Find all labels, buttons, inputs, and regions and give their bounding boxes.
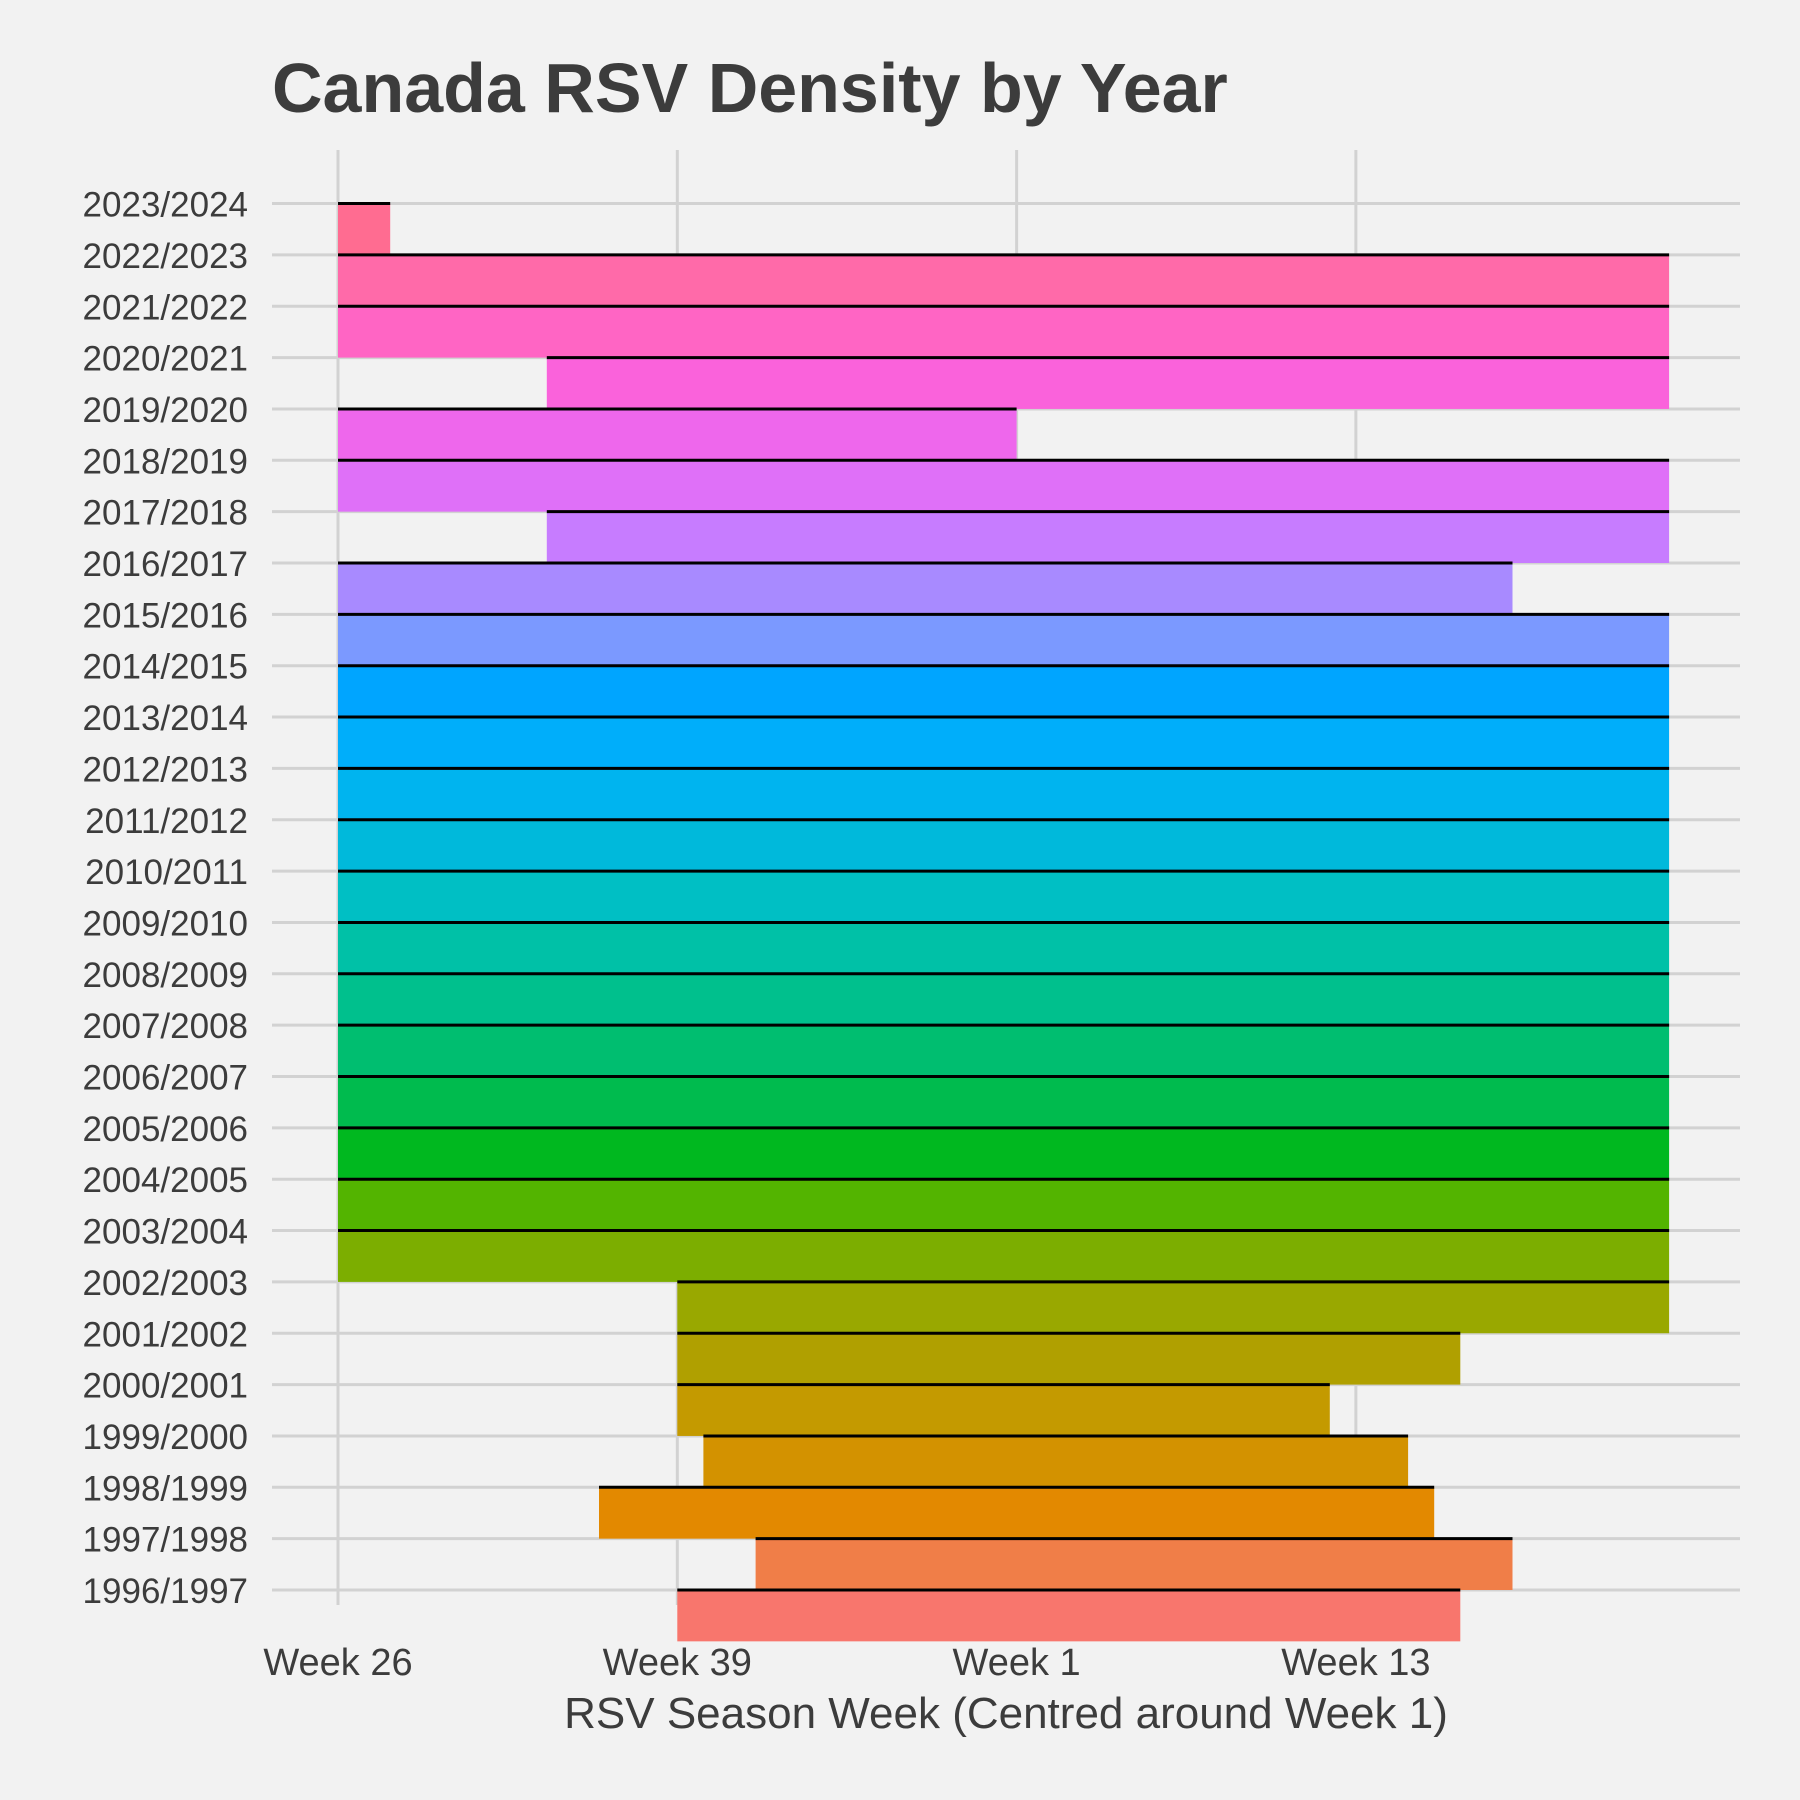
ridge-fill-14 [338,871,1670,923]
y-tick-label-13: 2009/2010 [83,904,248,943]
y-tick-label-1: 1997/1998 [83,1521,248,1560]
y-tick-label-11: 2007/2008 [83,1007,248,1046]
ridge-fill-5 [677,1333,1461,1385]
ridge-fill-18 [338,665,1670,718]
ridge-fill-12 [338,973,1670,1026]
x-tick-label-1: Week 39 [603,1642,752,1684]
ridge-2019-2020 [338,407,1017,461]
ridge-2018-2019 [338,458,1670,512]
ridge-2005-2006 [338,1126,1670,1180]
ridge-fill-21 [546,511,1670,563]
ridge-2021-2022 [338,304,1670,358]
y-tick-label-17: 2013/2014 [83,699,248,738]
ridge-2000-2001 [677,1383,1330,1436]
ridge-fill-15 [338,819,1670,872]
y-tick-label-0: 1996/1997 [83,1572,248,1611]
ridge-fill-20 [338,563,1513,615]
y-tick-label-23: 2019/2020 [83,391,248,430]
ridge-fill-10 [338,1076,1670,1128]
ridge-2007-2008 [338,1023,1670,1077]
ridge-2020-2021 [546,356,1670,409]
ridge-fill-0 [677,1590,1461,1642]
ridge-2006-2007 [338,1075,1670,1128]
ridge-2013-2014 [338,715,1670,769]
y-tick-label-6: 2002/2003 [83,1264,248,1303]
ridge-fill-24 [546,357,1670,409]
ridge-fill-17 [338,717,1670,769]
ridge-2012-2013 [338,766,1670,820]
y-tick-label-12: 2008/2009 [83,956,248,995]
y-tick-label-20: 2016/2017 [83,545,248,584]
ridge-2014-2015 [338,664,1670,718]
y-tick-label-10: 2006/2007 [83,1059,248,1098]
ridge-fill-7 [338,1230,1670,1282]
ridge-2010-2011 [338,869,1670,923]
y-tick-labels: 1996/1997 1997/1998 1998/1999 1999/2000 2000… [83,186,248,1611]
ridge-2011-2012 [338,818,1670,872]
y-tick-label-19: 2015/2016 [83,596,248,635]
ridge-fill-3 [703,1435,1409,1488]
ridge-2001-2002 [677,1331,1461,1385]
y-tick-label-3: 1999/2000 [83,1418,248,1457]
y-tick-label-18: 2014/2015 [83,648,248,687]
ridge-fill-25 [338,306,1670,358]
ridge-1998-1999 [599,1485,1435,1539]
ridge-fill-11 [338,1025,1670,1077]
ridge-fill-22 [338,460,1670,512]
ridge-fill-4 [677,1384,1330,1436]
ridge-2023-2024 [338,202,391,255]
y-tick-label-7: 2003/2004 [83,1213,248,1252]
ridge-fill-9 [338,1127,1670,1180]
y-tick-label-2: 1998/1999 [83,1469,248,1508]
y-tick-label-16: 2012/2013 [83,750,248,789]
ridge-1997-1998 [755,1537,1513,1590]
ridge-2002-2003 [677,1280,1670,1334]
ridge-2016-2017 [338,561,1513,615]
ridge-2015-2016 [338,612,1670,666]
x-tick-labels: Week 26 Week 39 Week 1 Week 13 [263,1642,1430,1684]
ridge-2004-2005 [338,1177,1670,1231]
ridge-fill-1 [755,1538,1513,1590]
ridge-2022-2023 [338,253,1670,307]
ridge-2017-2018 [546,510,1670,563]
chart-title: Canada RSV Density by Year [272,49,1228,127]
y-tick-label-4: 2000/2001 [83,1367,248,1406]
x-tick-label-2: Week 1 [953,1642,1081,1684]
ridge-fill-2 [599,1487,1435,1539]
y-tick-label-15: 2011/2012 [85,802,248,841]
y-tick-label-25: 2021/2022 [83,288,248,327]
x-axis-label: RSV Season Week (Centred around Week 1) [564,1689,1448,1738]
ridge-fill-27 [338,203,391,255]
ridge-fill-13 [338,922,1670,974]
ridge-fill-6 [677,1281,1670,1334]
y-tick-label-14: 2010/2011 [85,853,248,892]
y-tick-label-21: 2017/2018 [83,494,248,533]
y-tick-label-26: 2022/2023 [83,237,248,276]
ridge-2009-2010 [338,920,1670,974]
ridge-2008-2009 [338,972,1670,1026]
y-tick-label-24: 2020/2021 [83,340,248,379]
ridge-2003-2004 [338,1229,1670,1282]
y-tick-label-8: 2004/2005 [83,1161,248,1200]
ridges [338,202,1670,1642]
ridge-fill-16 [338,768,1670,820]
ridge-fill-26 [338,254,1670,307]
y-tick-label-9: 2005/2006 [83,1110,248,1149]
y-tick-label-27: 2023/2024 [83,186,248,225]
ridge-fill-23 [338,408,1017,461]
x-tick-label-3: Week 13 [1281,1642,1430,1684]
ridge-fill-19 [338,614,1670,666]
ridge-1996-1997 [677,1588,1461,1642]
y-tick-label-22: 2018/2019 [83,442,248,481]
ridge-fill-8 [338,1179,1670,1231]
ridge-1999-2000 [703,1434,1409,1488]
x-tick-label-0: Week 26 [263,1642,412,1684]
y-tick-label-5: 2001/2002 [83,1315,248,1354]
